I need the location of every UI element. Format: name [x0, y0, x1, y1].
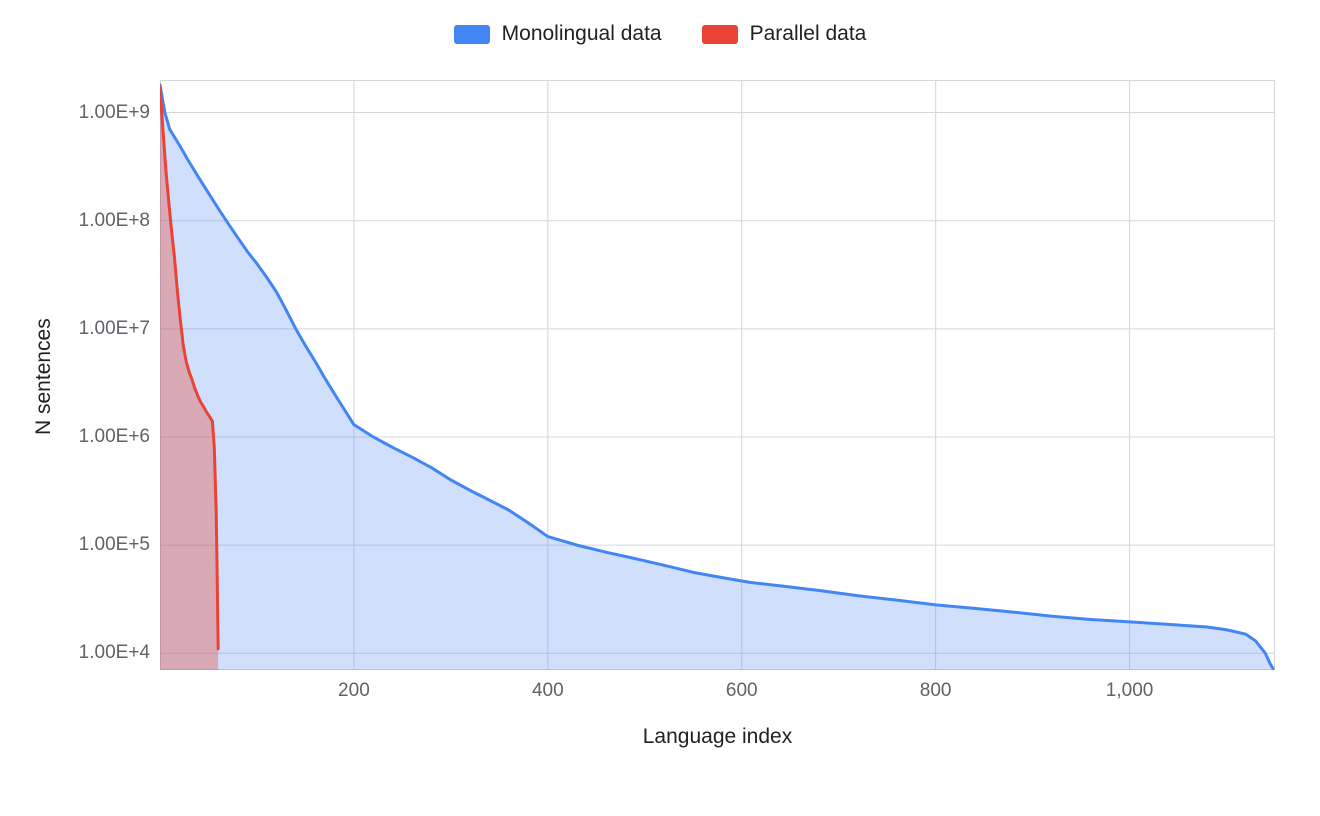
- x-axis-title: Language index: [160, 725, 1275, 749]
- x-tick-label: 800: [920, 680, 952, 702]
- chart-legend: Monolingual data Parallel data: [0, 22, 1320, 49]
- y-tick-label: 1.00E+6: [55, 426, 150, 448]
- legend-item-1: Parallel data: [702, 22, 867, 46]
- legend-label: Monolingual data: [502, 22, 662, 46]
- chart-container: Monolingual data Parallel data 1.00E+4 1.00…: [0, 0, 1320, 816]
- y-tick-label: 1.00E+4: [55, 642, 150, 664]
- y-tick-label: 1.00E+5: [55, 534, 150, 556]
- chart-plot-area: [160, 80, 1275, 670]
- y-axis-title: N sentences: [32, 318, 56, 435]
- legend-item-0: Monolingual data: [454, 22, 662, 46]
- x-tick-label: 200: [338, 680, 370, 702]
- x-tick-label: 600: [726, 680, 758, 702]
- legend-label: Parallel data: [750, 22, 867, 46]
- y-tick-label: 1.00E+7: [55, 318, 150, 340]
- x-tick-label: 400: [532, 680, 564, 702]
- legend-swatch: [454, 25, 490, 44]
- y-tick-label: 1.00E+9: [55, 102, 150, 124]
- legend-swatch: [702, 25, 738, 44]
- series-area-0: [160, 85, 1273, 670]
- y-tick-label: 1.00E+8: [55, 210, 150, 232]
- x-tick-label: 1,000: [1106, 680, 1154, 702]
